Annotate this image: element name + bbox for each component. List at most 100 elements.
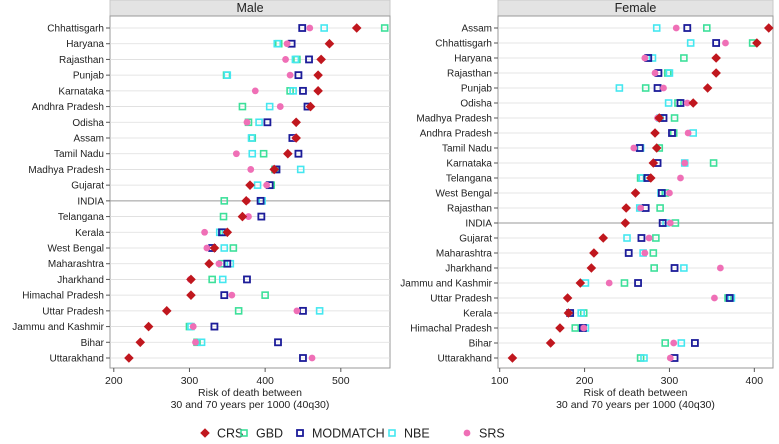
male-gbd-point [234,307,243,315]
female-gbd-point [702,24,711,32]
male-nbe-point [223,71,232,79]
male-panel: Male Chhattisgarh Haryana Rajasthan Punjab Ka… [12,0,391,411]
male-x-tick-label: 500 [332,375,350,387]
male-srs-point [232,150,240,158]
male-crs-point [241,196,252,206]
female-state-label: Maharashtra [436,249,493,260]
male-x-axis-title: 30 and 70 years per 1000 (40q30) [171,399,330,411]
female-modmatch-point [670,264,679,272]
female-modmatch-point [676,99,685,107]
female-srs-point [683,99,691,107]
female-nbe-point [652,24,661,32]
female-gbd-point [680,54,688,62]
male-state-label: Andhra Pradesh [32,102,104,113]
male-modmatch-point [299,86,307,95]
male-gbd-point [229,244,238,252]
female-state-label: Himachal Pradesh [410,324,492,335]
male-state-label: Tamil Nadu [54,149,104,160]
female-crs-point [589,248,599,258]
male-modmatch-point [274,338,282,347]
male-srs-point [228,291,236,299]
female-srs-point [637,204,644,212]
male-crs-point [324,38,335,49]
male-crs-point [143,321,154,332]
male-panel-title: Male [236,1,263,15]
male-state-label: Gujarat [71,181,104,192]
male-modmatch-point [210,322,219,331]
male-modmatch-point [223,259,232,268]
female-panel: Female Assam Chhattisgarh Haryana Rajasthan P… [400,0,774,411]
female-modmatch-point [658,219,667,227]
male-state-label: Kerala [75,228,104,239]
male-gbd-point [261,291,269,299]
male-modmatch-point [220,291,229,300]
female-nbe-point [623,234,631,242]
female-srs-point [716,264,724,272]
female-gbd-point [641,84,650,92]
male-crs-point [186,290,196,300]
female-gbd-point [656,204,664,212]
male-state-label: Bihar [81,338,105,349]
female-crs-point [598,233,609,243]
male-crs-point [305,101,316,112]
male-nbe-point [320,24,328,32]
female-gbd-point [571,324,580,332]
legend-item-nbe: NBE [388,427,430,441]
female-modmatch-point [668,129,676,137]
male-crs-point [351,23,362,33]
male-srs-point [283,40,291,48]
legend-label-nbe: NBE [404,427,430,441]
female-nbe-point [664,99,673,107]
male-srs-point [247,166,255,173]
female-state-label: Rajasthan [447,204,492,215]
female-crs-point [651,143,662,153]
female-srs-point [677,174,684,182]
female-crs-point [648,158,659,168]
female-nbe-point [665,69,674,77]
female-srs-point [580,324,588,332]
male-state-label: Telangana [58,212,105,223]
male-x-tick-label: 400 [256,375,274,387]
male-crs-point [245,180,255,190]
male-srs-point [243,118,251,126]
female-x-tick-label: 200 [576,375,594,387]
male-state-label: Assam [73,134,104,145]
female-srs-point [630,144,638,152]
female-modmatch-point [725,294,734,302]
female-gbd-point [652,234,660,242]
legend-item-srs: SRS [463,427,505,441]
male-srs-point [203,244,211,252]
female-x-axis-title: Risk of death between [584,387,688,399]
female-nbe-point [640,354,648,362]
legend-band [0,414,779,444]
female-gbd-point [620,279,629,287]
female-state-label: West Bengal [435,189,492,200]
female-crs-point [575,278,586,288]
female-state-label: Assam [461,24,492,35]
female-crs-point [650,128,660,138]
male-srs-point [189,323,197,330]
male-state-label: Maharashtra [48,259,105,270]
male-state-label: Chhattisgarh [47,24,104,35]
female-nbe-point [686,39,695,47]
male-modmatch-point [256,196,265,205]
male-srs-point [306,24,314,32]
female-nbe-point [577,309,585,317]
female-srs-point [722,39,729,47]
female-state-label: Kerala [463,309,492,320]
male-gbd-point [219,212,228,221]
female-crs-point [555,323,565,333]
female-srs-point [681,159,689,167]
male-crs-point [283,148,293,159]
male-modmatch-point [243,275,251,284]
female-nbe-point [615,84,624,92]
legend-marker-nbe [388,429,396,437]
female-modmatch-point [657,189,666,197]
male-crs-point [135,337,146,348]
female-state-label: Uttarakhand [438,354,492,365]
female-gbd-point [670,114,679,122]
male-modmatch-point [299,354,307,362]
male-nbe-point [291,55,300,64]
male-state-label: Himachal Pradesh [22,291,104,302]
